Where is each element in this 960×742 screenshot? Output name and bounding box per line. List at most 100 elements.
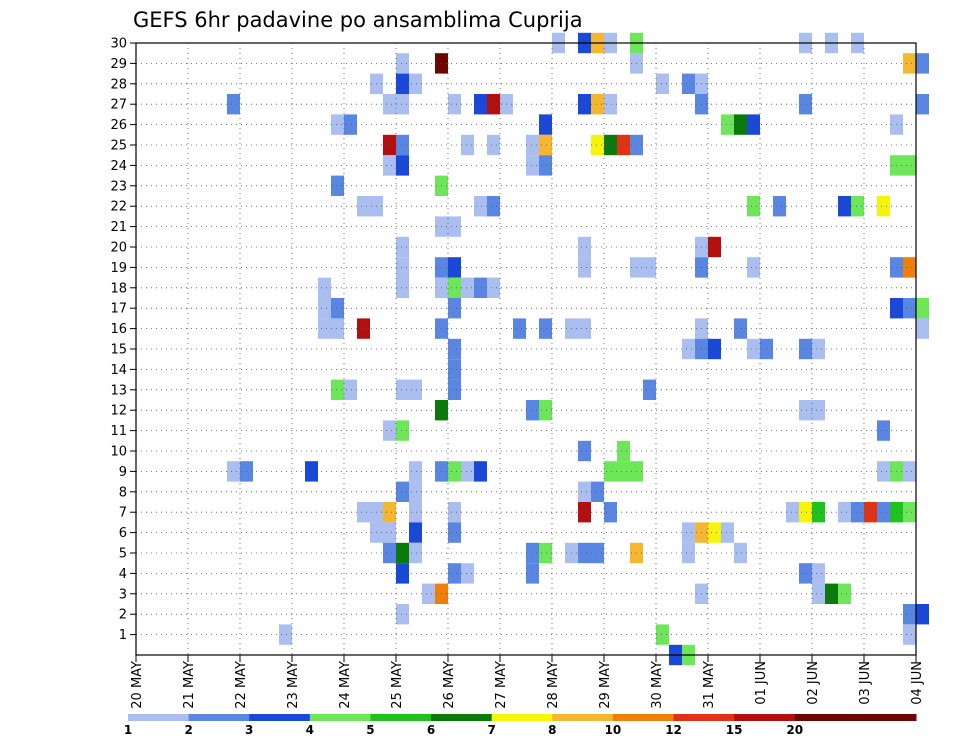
heatmap-cell: [448, 338, 461, 360]
heatmap-cell: [734, 318, 747, 339]
y-tick-label: 20: [110, 241, 127, 256]
heatmap-cell: [682, 338, 695, 360]
heatmap-cell: [539, 155, 552, 176]
heatmap-cell: [877, 420, 890, 441]
heatmap-cell: [799, 400, 812, 421]
y-tick-label: 21: [110, 220, 127, 235]
y-tick-label: 22: [110, 200, 127, 215]
heatmap-cell: [448, 94, 461, 115]
legend-label: 3: [245, 723, 253, 737]
heatmap-cell: [396, 134, 409, 156]
x-tick-label: 20 MAY: [130, 661, 145, 709]
heatmap-cell: [799, 338, 812, 360]
heatmap-cell: [487, 277, 500, 298]
heatmap-cell: [409, 461, 422, 482]
x-tick-label: 23 MAY: [286, 661, 301, 709]
y-tick-label: 24: [110, 159, 127, 174]
heatmap-cell: [409, 481, 422, 502]
heatmap-cell: [812, 502, 825, 523]
y-tick-label: 29: [110, 57, 127, 72]
legend-label: 20: [786, 723, 803, 737]
x-tick-label: 21 MAY: [182, 661, 197, 709]
heatmap-cell: [682, 522, 695, 543]
heatmap-cell: [227, 94, 240, 115]
heatmap-cell: [708, 338, 721, 360]
heatmap-cell: [799, 563, 812, 584]
heatmap-cell: [682, 542, 695, 564]
heatmap-cell: [812, 400, 825, 421]
x-tick-label: 28 MAY: [546, 661, 561, 709]
heatmap-cell: [903, 257, 916, 278]
heatmap-cell: [487, 94, 500, 115]
heatmap-cell: [448, 379, 461, 400]
y-axis-ticks: 1234567891011121314151617181920212223242…: [110, 37, 136, 643]
y-tick-label: 9: [119, 465, 127, 480]
heatmap-cell: [539, 318, 552, 339]
heatmap-cell: [396, 53, 409, 74]
heatmap-cell: [578, 236, 591, 258]
heatmap-cell: [279, 624, 292, 645]
heatmap-cell: [838, 196, 851, 217]
x-axis-ticks: 20 MAY 21 MAY 22 MAY 23 MAY 24 MAY 25 MAY 26 M…: [130, 655, 925, 709]
heatmap-cell: [578, 440, 591, 462]
heatmap-cell: [708, 522, 721, 543]
heatmap-cell: [318, 277, 331, 298]
heatmap-cell: [591, 94, 604, 115]
y-tick-label: 18: [110, 281, 127, 296]
heatmap-cell: [331, 379, 344, 400]
heatmap-cell: [864, 502, 877, 523]
heatmap-cell: [396, 236, 409, 258]
heatmap-cell: [838, 502, 851, 523]
heatmap-cell: [357, 196, 370, 217]
heatmap-cell: [344, 379, 357, 400]
heatmap-cell: [617, 440, 630, 462]
heatmap-cell: [747, 338, 760, 360]
heatmap-cell: [396, 73, 409, 94]
heatmap-cell: [877, 461, 890, 482]
heatmap-cell: [539, 134, 552, 156]
heatmap-cell: [396, 604, 409, 625]
heatmap-cell: [903, 502, 916, 523]
color-legend: 1 2 3 4 5 6 7 8 10 12 15 20: [124, 714, 917, 737]
x-tick-label: 01 JUN: [754, 661, 769, 705]
heatmap-cell: [448, 461, 461, 482]
heatmap-cell: [539, 542, 552, 564]
chart-title: GEFS 6hr padavine po ansamblima Cuprija: [133, 8, 583, 32]
heatmap-cell: [383, 420, 396, 441]
heatmap-cell: [461, 563, 474, 584]
heatmap-cell: [903, 53, 916, 74]
y-tick-label: 1: [119, 628, 127, 643]
heatmap-cell: [526, 134, 539, 156]
heatmap-cell: [396, 277, 409, 298]
y-tick-label: 27: [110, 98, 127, 113]
heatmap-cell: [708, 236, 721, 258]
y-tick-label: 13: [110, 383, 127, 398]
y-tick-label: 7: [119, 506, 127, 521]
heatmap-cell: [396, 94, 409, 115]
x-tick-label: 31 MAY: [702, 661, 717, 709]
y-tick-label: 26: [110, 118, 127, 133]
heatmap-cell: [916, 298, 929, 319]
heatmap-cell: [474, 461, 487, 482]
heatmap-cell: [448, 359, 461, 380]
heatmap-cell: [539, 114, 552, 135]
legend-swatch: [855, 714, 917, 721]
heatmap-cell: [747, 196, 760, 217]
heatmap-cell: [877, 196, 890, 217]
legend-label: 2: [184, 723, 192, 737]
heatmap-cell: [487, 196, 500, 217]
heatmap-cell: [656, 73, 669, 94]
heatmap-cell: [747, 114, 760, 135]
y-tick-label: 28: [110, 77, 127, 92]
legend-swatch: [188, 714, 250, 721]
heatmap-cell: [526, 155, 539, 176]
heatmap-cell: [513, 318, 526, 339]
x-tick-label: 24 MAY: [338, 661, 353, 709]
legend-label: 5: [366, 723, 374, 737]
y-tick-label: 30: [110, 37, 127, 52]
heatmap-cell: [448, 277, 461, 298]
legend-label: 8: [548, 723, 556, 737]
x-tick-label: 27 MAY: [494, 661, 509, 709]
legend-label: 1: [124, 723, 132, 737]
